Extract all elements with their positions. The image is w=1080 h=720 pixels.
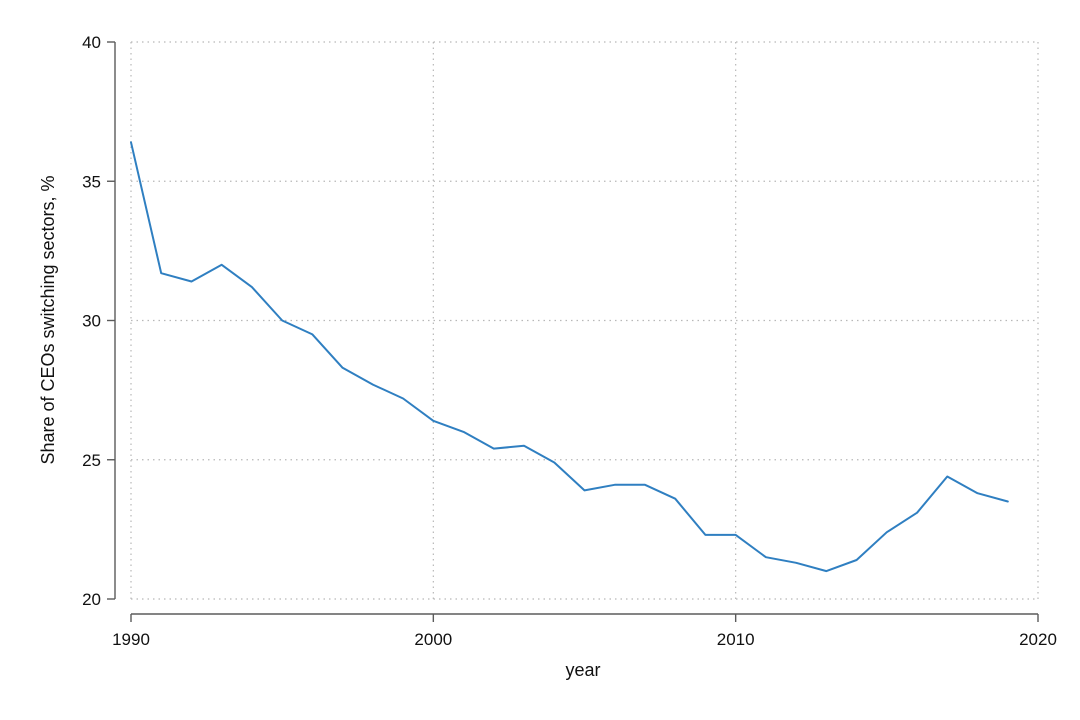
y-tick-label-30: 30 [82, 312, 101, 331]
grid [130, 41, 1039, 600]
axes: 20 25 30 35 40 1990 2000 2010 2020 [82, 33, 1057, 649]
x-tick-label-1990: 1990 [112, 630, 150, 649]
series-line-0 [130, 141, 1009, 573]
x-axis-title: year [565, 660, 600, 680]
y-tick-label-25: 25 [82, 451, 101, 470]
x-tick-label-2020: 2020 [1019, 630, 1057, 649]
y-tick-label-40: 40 [82, 33, 101, 52]
y-axis-title: Share of CEOs switching sectors, % [38, 175, 58, 464]
series [130, 141, 1009, 573]
x-tick-label-2010: 2010 [717, 630, 755, 649]
y-tick-label-20: 20 [82, 590, 101, 609]
x-tick-label-2000: 2000 [414, 630, 452, 649]
y-tick-label-35: 35 [82, 172, 101, 191]
